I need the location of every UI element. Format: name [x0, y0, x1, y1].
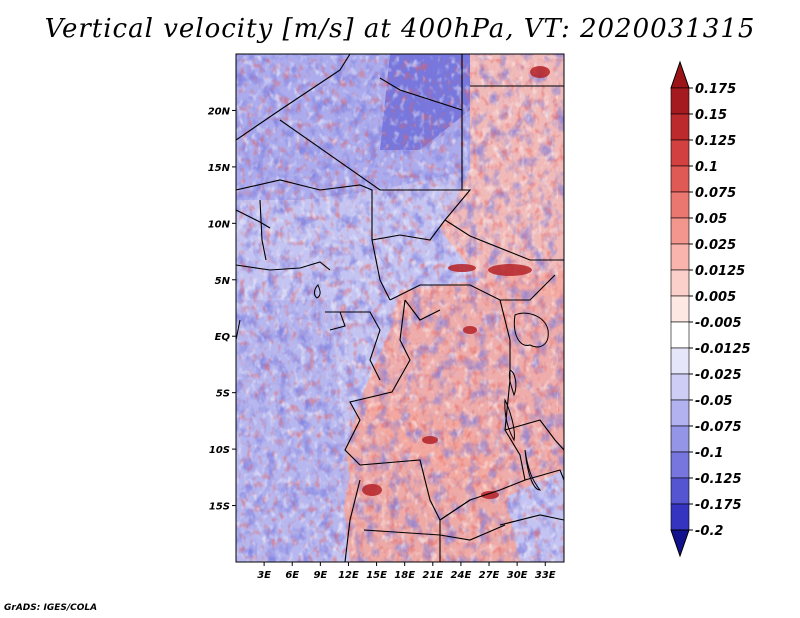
colorbar-swatch [670, 503, 690, 531]
colorbar-swatch [670, 191, 690, 219]
lat-tick-label: 15S [209, 502, 230, 513]
lat-tick-label: 5S [216, 389, 230, 400]
colorbar-label: 0.15 [695, 108, 727, 123]
lon-tick-label: 9E [313, 570, 327, 581]
lon-tick-label: 6E [285, 570, 299, 581]
colorbar-label: 0.05 [695, 212, 727, 227]
lon-tick-label: 30E [507, 570, 528, 581]
colorbar-label: -0.2 [695, 524, 723, 539]
lat-tick-label: EQ [215, 332, 231, 343]
ascent-maxima [362, 66, 550, 499]
colorbar-swatch [670, 373, 690, 401]
colorbar-swatch [670, 87, 690, 115]
colorbar-label: 0.0125 [695, 264, 745, 279]
lon-tick-label: 3E [257, 570, 271, 581]
colorbar-swatch [670, 425, 690, 453]
colorbar-swatch [670, 451, 690, 479]
colorbar-label: 0.125 [695, 134, 736, 149]
lat-tick-label: 10N [208, 219, 231, 230]
longitude-axis: 3E 6E 9E 12E 15E 18E 21E 24E 27E 30E 33E [257, 562, 556, 581]
map-plot-area [236, 54, 564, 562]
lat-tick-label: 20N [208, 106, 231, 117]
lon-tick-label: 15E [366, 570, 387, 581]
chart-title: Vertical velocity [m/s] at 400hPa, VT: 2… [44, 14, 756, 44]
colorbar-swatch [670, 477, 690, 505]
colorbar-label: -0.005 [695, 316, 742, 331]
colorbar-swatch [670, 217, 690, 245]
colorbar-swatch [670, 165, 690, 193]
colorbar-label: 0.175 [695, 82, 736, 97]
lakes-coastline [236, 284, 549, 491]
colorbar-label: -0.125 [695, 472, 742, 487]
lat-tick-label: 15N [208, 163, 231, 174]
map-frame [235, 53, 565, 563]
texture-white [236, 56, 558, 562]
lon-tick-label: 24E [451, 570, 472, 581]
colorbar-label: -0.175 [695, 498, 742, 513]
colorbar-label: 0.075 [695, 186, 736, 201]
lat-tick-label: 5N [215, 276, 231, 287]
latitude-axis: 20N 15N 10N 5N EQ 5S 10S 15S [208, 106, 236, 513]
colorbar-label: 0.1 [695, 160, 718, 175]
grads-credit: GrADS: IGES/COLA [4, 603, 98, 613]
colorbar-swatch [670, 347, 690, 375]
lon-tick-label: 27E [479, 570, 500, 581]
colorbar-swatch [670, 269, 690, 297]
lon-tick-label: 33E [535, 570, 556, 581]
colorbar-swatch [670, 295, 690, 323]
colorbar-top-arrow [670, 60, 690, 89]
colorbar-swatch [670, 113, 690, 141]
country-borders [236, 54, 564, 562]
lon-tick-label: 12E [338, 570, 359, 581]
colorbar-label: -0.025 [695, 368, 742, 383]
lat-tick-label: 10S [209, 445, 230, 456]
colorbar-label: -0.0125 [695, 342, 751, 357]
lon-tick-label: 18E [394, 570, 415, 581]
colorbar-swatch [670, 399, 690, 427]
colorbar-label: 0.005 [695, 290, 736, 305]
colorbar-swatch [670, 321, 690, 349]
lon-tick-label: 21E [422, 570, 443, 581]
colorbar-label: -0.075 [695, 420, 742, 435]
colorbar-label: 0.025 [695, 238, 736, 253]
colorbar-swatch [670, 243, 690, 271]
colorbar-bottom-arrow [670, 529, 690, 558]
colorbar-label: -0.1 [695, 446, 723, 461]
colorbar-swatch [670, 139, 690, 167]
colorbar: 0.175 0.15 0.125 0.1 0.075 0.05 0.025 0.0125 0.0… [670, 60, 751, 558]
colorbar-label: -0.05 [695, 394, 732, 409]
